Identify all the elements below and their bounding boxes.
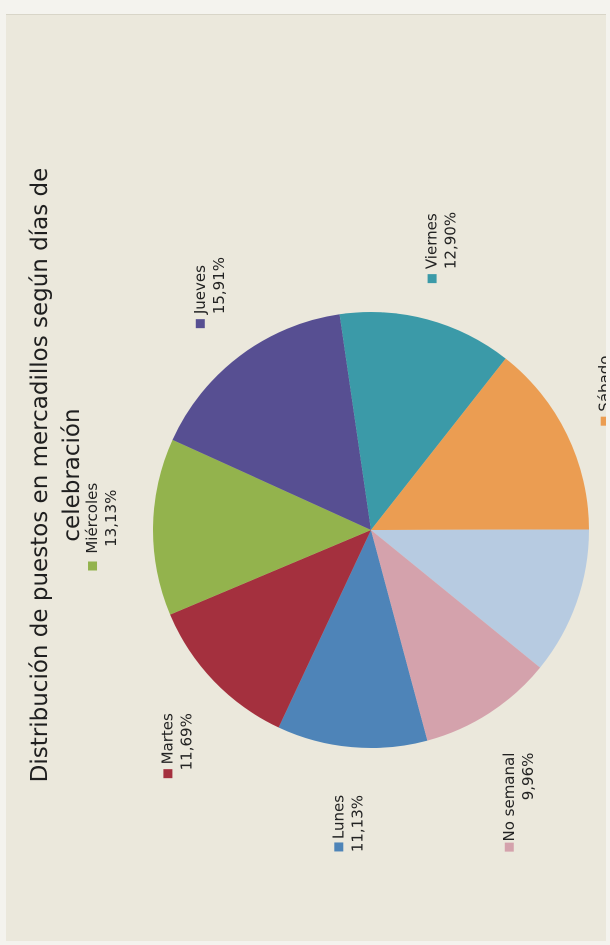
- data-label-miércoles: Miércoles 13,13%: [83, 483, 120, 571]
- label-category: Sábado: [596, 356, 606, 412]
- rotated-chart: Distribución de puestos en mercadillos s…: [6, 15, 606, 935]
- label-key-swatch: [427, 274, 437, 284]
- data-label-viernes: Viernes 12,90%: [423, 212, 460, 284]
- label-value: 13,13%: [102, 490, 120, 547]
- label-key-swatch: [195, 319, 205, 329]
- label-category: Miércoles: [83, 483, 101, 554]
- label-value: 11,69%: [177, 713, 195, 770]
- label-value: 12,90%: [442, 212, 460, 269]
- data-label-sábado: Sábado14,36%: [596, 356, 606, 426]
- pie-slice-viernes: [339, 312, 506, 530]
- label-value: 15,91%: [210, 257, 228, 314]
- pie-slice-domingo: [371, 529, 589, 668]
- label-category: Jueves: [191, 265, 209, 315]
- chart-card: Distribución de puestos en mercadillos s…: [6, 14, 606, 941]
- pie-chart: Lunes 11,13% Martes 11,69% Miércoles 13,13% Ju…: [83, 212, 606, 852]
- pie-slice-martes: [170, 530, 371, 728]
- label-key-swatch: [504, 842, 514, 852]
- label-category: No semanal: [500, 753, 518, 842]
- pie-slice-lunes: [278, 530, 428, 748]
- pie-labels: Lunes 11,13% Martes 11,69% Miércoles 13,13% Ju…: [83, 212, 606, 852]
- label-value: 11,13%: [348, 795, 366, 852]
- pie-slice-no-semanal: [371, 530, 541, 741]
- label-category: Martes: [158, 713, 176, 764]
- label-value: 9,96%: [519, 753, 537, 801]
- pie-slice-sábado: [371, 358, 589, 530]
- label-key-swatch: [163, 769, 173, 779]
- data-label-no-semanal: No semanal 9,96%: [500, 753, 537, 852]
- label-key-swatch: [600, 416, 606, 426]
- data-label-lunes: Lunes 11,13%: [329, 795, 366, 852]
- pie-slices: [153, 312, 589, 748]
- label-key-swatch: [88, 561, 98, 571]
- label-category: Lunes: [329, 795, 347, 839]
- pie-slice-miércoles: [153, 439, 371, 615]
- label-category: Viernes: [423, 213, 441, 269]
- data-label-martes: Martes 11,69%: [158, 713, 195, 779]
- pie-slice-jueves: [172, 314, 371, 530]
- label-key-swatch: [334, 842, 344, 852]
- data-label-jueves: Jueves 15,91%: [191, 257, 228, 329]
